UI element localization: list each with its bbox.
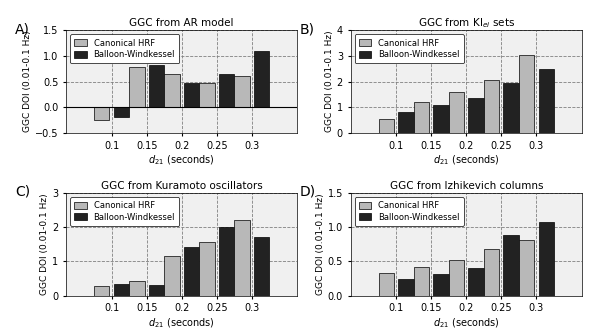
Bar [469,268,484,296]
Text: D): D) [300,185,316,199]
Bar [414,267,429,296]
Bar [149,285,164,296]
X-axis label: $d_{21}$ (seconds): $d_{21}$ (seconds) [433,316,500,330]
Bar [379,119,394,133]
Bar [184,247,199,296]
Bar [254,238,269,296]
Text: C): C) [15,185,30,199]
Bar [199,83,215,107]
Bar [219,227,234,296]
Bar [184,83,199,107]
Bar [113,107,129,117]
Bar [113,284,129,296]
Bar [94,286,109,296]
X-axis label: $d_{21}$ (seconds): $d_{21}$ (seconds) [148,153,215,167]
Bar [484,80,499,133]
Legend: Canonical HRF, Balloon-Windkessel: Canonical HRF, Balloon-Windkessel [70,34,179,63]
Bar [433,105,449,133]
Y-axis label: GGC DOI (0.01-0.1 Hz): GGC DOI (0.01-0.1 Hz) [23,31,32,132]
Bar [414,102,429,133]
Title: GGC from Kuramoto oscillators: GGC from Kuramoto oscillators [101,181,263,191]
Bar [469,98,484,133]
Bar [254,51,269,107]
Bar [234,77,250,107]
Text: B): B) [300,22,315,36]
Bar [379,273,394,296]
Legend: Canonical HRF, Balloon-Windkessel: Canonical HRF, Balloon-Windkessel [355,34,464,63]
Bar [199,242,215,296]
Bar [449,92,464,133]
Bar [398,112,414,133]
Bar [129,281,145,296]
X-axis label: $d_{21}$ (seconds): $d_{21}$ (seconds) [148,316,215,330]
Bar [219,74,234,107]
Bar [503,83,519,133]
Bar [94,107,109,120]
Bar [519,240,535,296]
Title: GGC from AR model: GGC from AR model [130,18,234,28]
Bar [164,256,179,296]
Bar [129,67,145,107]
Legend: Canonical HRF, Balloon-Windkessel: Canonical HRF, Balloon-Windkessel [355,197,464,226]
Bar [503,236,519,296]
Bar [519,55,535,133]
Bar [164,74,179,107]
X-axis label: $d_{21}$ (seconds): $d_{21}$ (seconds) [433,153,500,167]
Title: GGC from KI$_{ei}$ sets: GGC from KI$_{ei}$ sets [418,16,515,30]
Legend: Canonical HRF, Balloon-Windkessel: Canonical HRF, Balloon-Windkessel [70,197,179,226]
Bar [149,65,164,107]
Y-axis label: GGC DOI (0.01-0.1 Hz): GGC DOI (0.01-0.1 Hz) [325,31,334,132]
Bar [484,249,499,296]
Bar [398,279,414,296]
Bar [539,222,554,296]
Y-axis label: GGC DOI (0.01-0.1 Hz): GGC DOI (0.01-0.1 Hz) [40,194,49,295]
Title: GGC from Izhikevich columns: GGC from Izhikevich columns [389,181,543,191]
Text: A): A) [15,22,30,36]
Y-axis label: GGC DOI (0.01-0.1 Hz): GGC DOI (0.01-0.1 Hz) [316,194,325,295]
Bar [433,274,449,296]
Bar [539,69,554,133]
Bar [449,260,464,296]
Bar [234,220,250,296]
